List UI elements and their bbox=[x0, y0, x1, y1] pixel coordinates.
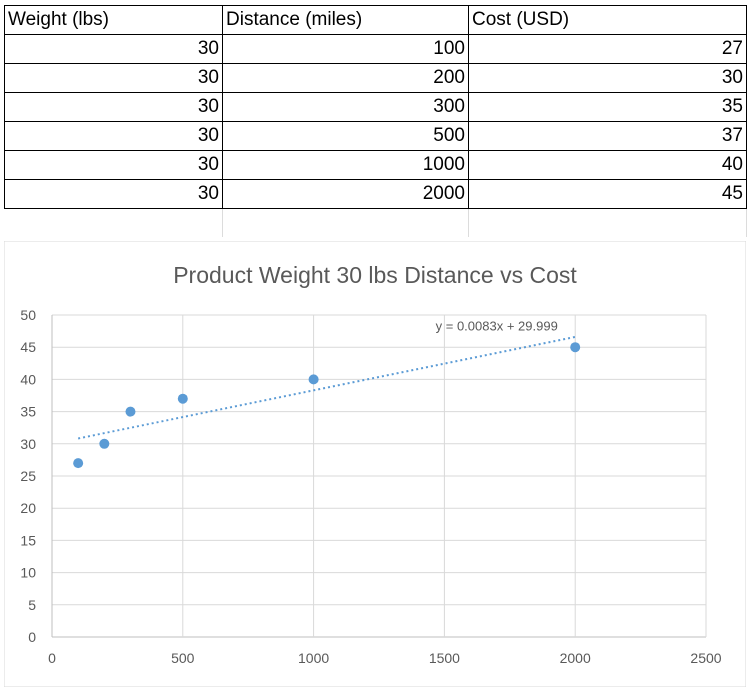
cell-distance[interactable]: 300 bbox=[222, 92, 469, 122]
x-tick-label: 2000 bbox=[560, 650, 591, 666]
y-tick-label: 10 bbox=[20, 565, 36, 581]
data-point bbox=[125, 406, 136, 417]
table-row: 30 500 37 bbox=[4, 121, 747, 151]
data-point bbox=[177, 393, 188, 404]
y-tick-label: 25 bbox=[20, 468, 36, 484]
cell-cost[interactable]: 40 bbox=[468, 150, 747, 180]
y-tick-label: 45 bbox=[20, 339, 36, 355]
x-tick-label: 2500 bbox=[690, 650, 721, 666]
chart-area[interactable] bbox=[4, 241, 746, 687]
empty-row bbox=[4, 208, 747, 237]
cell-weight[interactable]: 30 bbox=[4, 179, 223, 209]
data-table: Weight (lbs) Distance (miles) Cost (USD)… bbox=[4, 5, 747, 237]
cell-weight[interactable]: 30 bbox=[4, 92, 223, 122]
header-cost[interactable]: Cost (USD) bbox=[468, 5, 747, 35]
cell-cost[interactable]: 37 bbox=[468, 121, 747, 151]
y-tick-label: 0 bbox=[28, 629, 36, 645]
cell-cost[interactable]: 30 bbox=[468, 63, 747, 93]
header-distance[interactable]: Distance (miles) bbox=[222, 5, 469, 35]
cell-cost[interactable]: 35 bbox=[468, 92, 747, 122]
cell-distance[interactable]: 500 bbox=[222, 121, 469, 151]
empty-cell[interactable] bbox=[468, 208, 747, 237]
y-tick-label: 5 bbox=[28, 597, 36, 613]
x-tick-label: 500 bbox=[171, 650, 195, 666]
cell-cost[interactable]: 45 bbox=[468, 179, 747, 209]
cell-distance[interactable]: 2000 bbox=[222, 179, 469, 209]
table-row: 30 300 35 bbox=[4, 92, 747, 122]
cell-cost[interactable]: 27 bbox=[468, 34, 747, 64]
scatter-chart[interactable]: Product Weight 30 lbs Distance vs Cost 0… bbox=[4, 241, 746, 687]
header-weight[interactable]: Weight (lbs) bbox=[4, 5, 223, 35]
cell-distance[interactable]: 1000 bbox=[222, 150, 469, 180]
trendline-group: y = 0.0083x + 29.999 bbox=[77, 318, 576, 440]
empty-cell[interactable] bbox=[4, 208, 223, 237]
data-point bbox=[99, 438, 110, 449]
x-axis-labels: 0 500 1000 1500 2000 2500 bbox=[48, 650, 722, 666]
y-tick-label: 35 bbox=[20, 404, 36, 420]
y-tick-label: 15 bbox=[20, 532, 36, 548]
data-point bbox=[308, 374, 319, 385]
data-points bbox=[73, 342, 581, 469]
y-tick-label: 30 bbox=[20, 436, 36, 452]
cell-distance[interactable]: 100 bbox=[222, 34, 469, 64]
cell-weight[interactable]: 30 bbox=[4, 34, 223, 64]
table-row: 30 1000 40 bbox=[4, 150, 747, 180]
chart-title: Product Weight 30 lbs Distance vs Cost bbox=[173, 262, 577, 288]
table-row: 30 2000 45 bbox=[4, 179, 747, 209]
table-row: 30 200 30 bbox=[4, 63, 747, 93]
y-tick-label: 50 bbox=[20, 307, 36, 323]
gridlines bbox=[51, 314, 707, 638]
table-header-row: Weight (lbs) Distance (miles) Cost (USD) bbox=[4, 5, 747, 35]
x-tick-label: 1000 bbox=[298, 650, 329, 666]
x-tick-label: 1500 bbox=[429, 650, 460, 666]
data-point bbox=[73, 458, 84, 469]
cell-weight[interactable]: 30 bbox=[4, 63, 223, 93]
y-tick-label: 20 bbox=[20, 500, 36, 516]
y-axis-labels: 0 5 10 15 20 25 30 35 40 45 50 bbox=[20, 307, 36, 645]
empty-cell[interactable] bbox=[222, 208, 469, 237]
cell-weight[interactable]: 30 bbox=[4, 150, 223, 180]
data-point bbox=[570, 342, 581, 353]
trendline-equation: y = 0.0083x + 29.999 bbox=[436, 318, 558, 333]
table-row: 30 100 27 bbox=[4, 34, 747, 64]
cell-weight[interactable]: 30 bbox=[4, 121, 223, 151]
x-tick-label: 0 bbox=[48, 650, 56, 666]
cell-distance[interactable]: 200 bbox=[222, 63, 469, 93]
y-tick-label: 40 bbox=[20, 371, 36, 387]
